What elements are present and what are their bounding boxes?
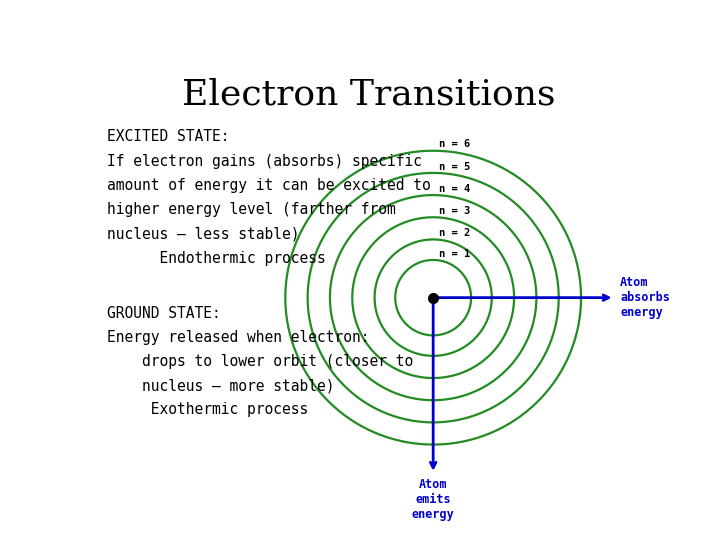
Text: n = 4: n = 4	[438, 184, 470, 194]
Text: n = 3: n = 3	[438, 206, 470, 216]
Text: Exothermic process: Exothermic process	[107, 402, 308, 417]
Text: n = 5: n = 5	[438, 161, 470, 172]
Text: GROUND STATE:: GROUND STATE:	[107, 306, 220, 321]
Text: EXCITED STATE:: EXCITED STATE:	[107, 129, 229, 144]
Text: Energy released when electron:: Energy released when electron:	[107, 330, 369, 345]
Text: Endothermic process: Endothermic process	[107, 251, 325, 266]
Text: Atom
emits
energy: Atom emits energy	[412, 478, 454, 521]
Text: nucleus – more stable): nucleus – more stable)	[107, 379, 334, 393]
Text: amount of energy it can be excited to: amount of energy it can be excited to	[107, 178, 431, 193]
Text: higher energy level (farther from: higher energy level (farther from	[107, 202, 395, 218]
Text: If electron gains (absorbs) specific: If electron gains (absorbs) specific	[107, 154, 422, 169]
Text: n = 2: n = 2	[438, 228, 470, 238]
Text: Atom
absorbs
energy: Atom absorbs energy	[620, 276, 670, 319]
Text: Electron Transitions: Electron Transitions	[182, 77, 556, 111]
Text: n = 6: n = 6	[438, 139, 470, 150]
Text: nucleus – less stable): nucleus – less stable)	[107, 227, 300, 241]
Text: n = 1: n = 1	[438, 249, 470, 259]
Text: drops to lower orbit (closer to: drops to lower orbit (closer to	[107, 354, 413, 369]
